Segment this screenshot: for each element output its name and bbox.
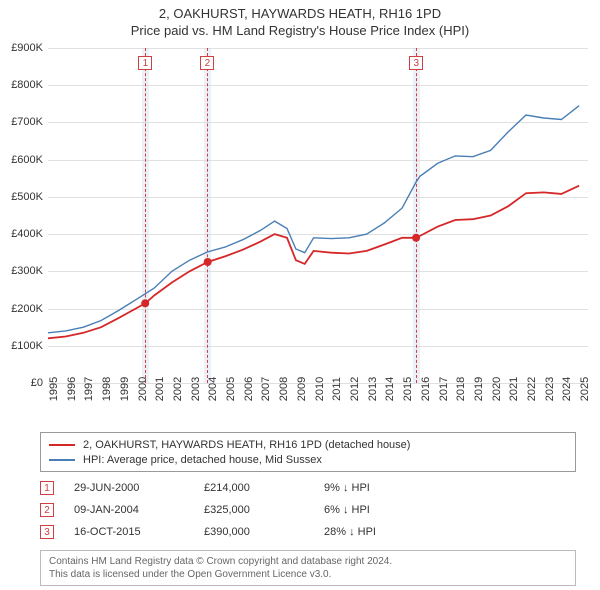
legend-item: 2, OAKHURST, HAYWARDS HEATH, RH16 1PD (d… (49, 437, 567, 452)
footer-attribution: Contains HM Land Registry data © Crown c… (40, 550, 576, 586)
x-tick-label: 2008 (278, 377, 280, 401)
x-tick-label: 2024 (561, 377, 563, 401)
y-tick-label: £600K (3, 154, 43, 166)
x-tick-label: 2005 (225, 377, 227, 401)
sale-row-diff: 9% ↓ HPI (324, 482, 444, 494)
x-tick-label: 1996 (66, 377, 68, 401)
x-tick-label: 2004 (207, 377, 209, 401)
series-line-hpi (48, 106, 579, 333)
chart-subtitle: Price paid vs. HM Land Registry's House … (0, 21, 600, 44)
x-tick-label: 2023 (544, 377, 546, 401)
x-tick-label: 2022 (526, 377, 528, 401)
sales-table-row: 1 29-JUN-2000£214,0009% ↓ HPI (40, 477, 444, 499)
x-tick-label: 2010 (314, 377, 316, 401)
x-tick-label: 2018 (455, 377, 457, 401)
y-tick-label: £400K (3, 228, 43, 240)
x-tick-label: 2007 (260, 377, 262, 401)
chart-title: 2, OAKHURST, HAYWARDS HEATH, RH16 1PD (0, 0, 600, 21)
sale-marker-box: 2 (200, 56, 214, 70)
sale-row-price: £214,000 (204, 482, 324, 494)
y-tick-label: £100K (3, 340, 43, 352)
y-tick-label: £800K (3, 79, 43, 91)
y-tick-label: £0 (3, 377, 43, 389)
x-tick-label: 2025 (579, 377, 581, 401)
sale-row-date: 16-OCT-2015 (74, 526, 204, 538)
x-tick-label: 2000 (137, 377, 139, 401)
x-tick-label: 2002 (172, 377, 174, 401)
sale-dot (412, 234, 420, 242)
y-tick-label: £900K (3, 42, 43, 54)
y-tick-label: £300K (3, 265, 43, 277)
y-tick-label: £200K (3, 303, 43, 315)
x-tick-label: 2012 (349, 377, 351, 401)
sale-row-price: £390,000 (204, 526, 324, 538)
sale-dot (141, 299, 149, 307)
sale-marker-box: 3 (409, 56, 423, 70)
sale-row-marker: 3 (40, 525, 54, 539)
y-tick-label: £500K (3, 191, 43, 203)
sale-row-date: 09-JAN-2004 (74, 504, 204, 516)
series-line-price_paid (48, 186, 579, 339)
y-tick-label: £700K (3, 116, 43, 128)
chart-container: 2, OAKHURST, HAYWARDS HEATH, RH16 1PD Pr… (0, 0, 600, 590)
x-tick-label: 1998 (101, 377, 103, 401)
x-tick-label: 2016 (420, 377, 422, 401)
x-tick-label: 2006 (243, 377, 245, 401)
x-tick-label: 2003 (190, 377, 192, 401)
footer-line-1: Contains HM Land Registry data © Crown c… (49, 555, 567, 568)
legend: 2, OAKHURST, HAYWARDS HEATH, RH16 1PD (d… (40, 432, 576, 472)
x-tick-label: 2009 (296, 377, 298, 401)
sales-table-row: 2 09-JAN-2004£325,0006% ↓ HPI (40, 499, 444, 521)
x-tick-label: 1999 (119, 377, 121, 401)
chart-plot (48, 48, 588, 383)
sale-row-marker: 1 (40, 481, 54, 495)
x-tick-label: 1997 (83, 377, 85, 401)
legend-swatch (49, 444, 75, 446)
x-tick-label: 1995 (48, 377, 50, 401)
sales-table: 1 29-JUN-2000£214,0009% ↓ HPI 2 09-JAN-2004… (40, 477, 444, 543)
x-tick-label: 2014 (384, 377, 386, 401)
sale-dot (204, 258, 212, 266)
sale-row-diff: 28% ↓ HPI (324, 526, 444, 538)
legend-item: HPI: Average price, detached house, Mid … (49, 452, 567, 467)
sale-row-marker: 2 (40, 503, 54, 517)
x-tick-label: 2015 (402, 377, 404, 401)
sale-row-diff: 6% ↓ HPI (324, 504, 444, 516)
x-tick-label: 2001 (154, 377, 156, 401)
x-tick-label: 2020 (491, 377, 493, 401)
sale-marker-box: 1 (138, 56, 152, 70)
legend-label: HPI: Average price, detached house, Mid … (83, 454, 322, 466)
sale-row-price: £325,000 (204, 504, 324, 516)
sale-row-date: 29-JUN-2000 (74, 482, 204, 494)
footer-line-2: This data is licensed under the Open Gov… (49, 568, 567, 581)
chart-area: £0£100K£200K£300K£400K£500K£600K£700K£80… (48, 48, 588, 383)
sales-table-row: 3 16-OCT-2015£390,00028% ↓ HPI (40, 521, 444, 543)
legend-swatch (49, 459, 75, 461)
x-tick-label: 2021 (508, 377, 510, 401)
x-tick-label: 2017 (438, 377, 440, 401)
legend-label: 2, OAKHURST, HAYWARDS HEATH, RH16 1PD (d… (83, 439, 410, 451)
x-tick-label: 2011 (331, 377, 333, 401)
x-tick-label: 2019 (473, 377, 475, 401)
x-tick-label: 2013 (367, 377, 369, 401)
